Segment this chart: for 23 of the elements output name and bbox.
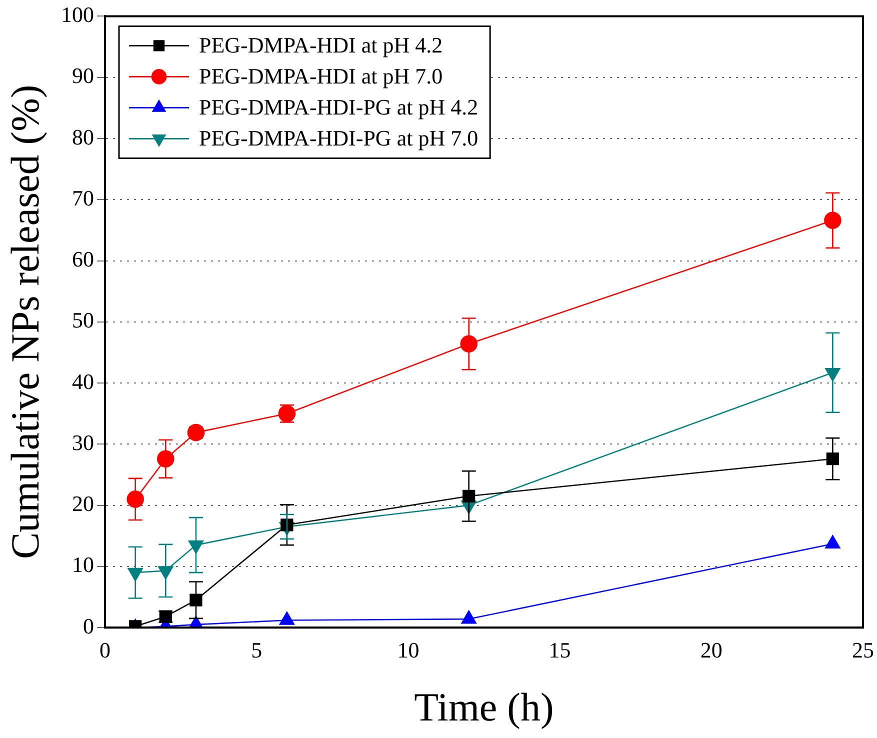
y-tick-label: 90 <box>72 63 94 88</box>
legend-label: PEG-DMPA-HDI at pH 4.2 <box>199 32 443 58</box>
y-axis-title: Cumulative NPs released (%) <box>2 84 48 560</box>
legend-label: PEG-DMPA-HDI at pH 7.0 <box>199 63 443 88</box>
x-tick-label: 15 <box>548 638 571 663</box>
y-tick-label: 40 <box>72 368 94 394</box>
x-tick-label: 0 <box>100 638 110 663</box>
y-tick-label: 100 <box>61 2 94 27</box>
y-tick-label: 20 <box>72 491 94 516</box>
x-tick-label: 10 <box>397 638 420 663</box>
x-axis-title: Time (h) <box>414 684 554 730</box>
x-tick-label: 25 <box>852 638 874 663</box>
y-tick-label: 0 <box>83 613 94 638</box>
legend-label: PEG-DMPA-HDI-PG at pH 7.0 <box>199 125 478 150</box>
x-tick-label: 20 <box>700 638 722 663</box>
y-tick-label: 80 <box>72 124 94 150</box>
y-tick-label: 10 <box>72 552 94 578</box>
y-tick-label: 60 <box>72 246 94 272</box>
y-tick-label: 70 <box>72 185 94 210</box>
y-tick-label: 50 <box>72 308 94 333</box>
legend-label: PEG-DMPA-HDI-PG at pH 4.2 <box>199 94 478 120</box>
y-tick-label: 30 <box>72 430 94 455</box>
x-tick-label: 5 <box>251 638 262 663</box>
